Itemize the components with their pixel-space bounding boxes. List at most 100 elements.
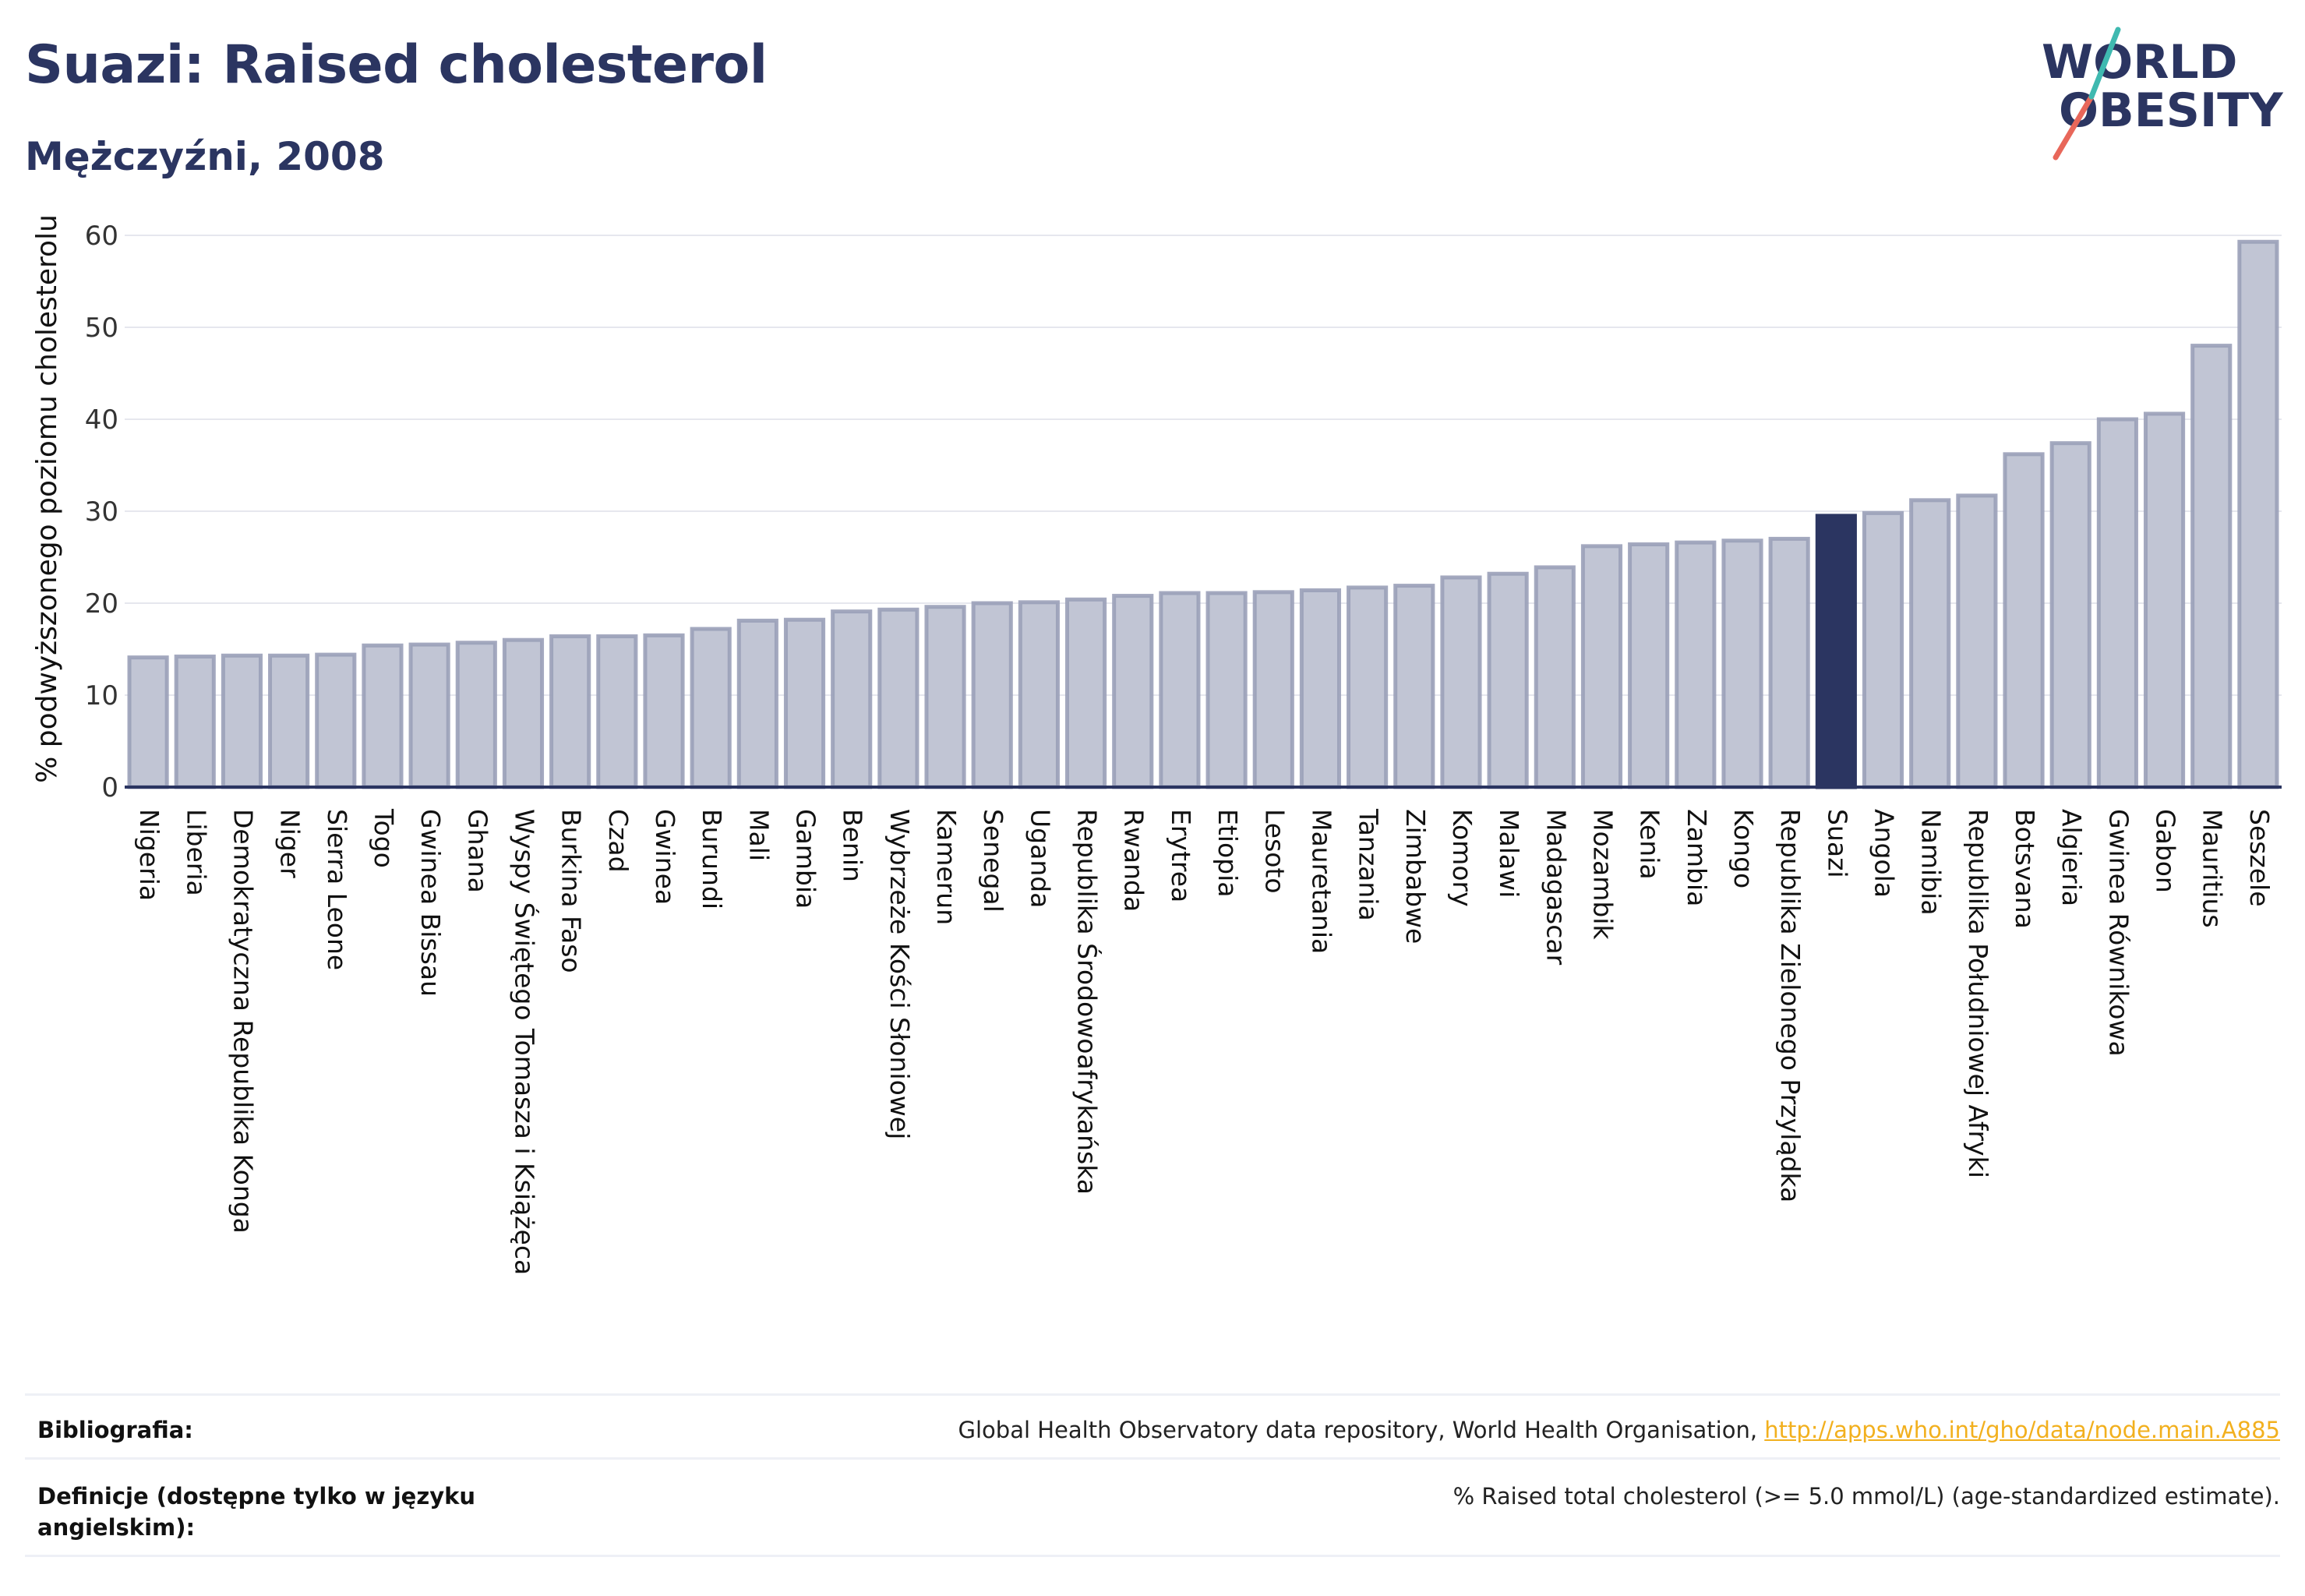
x-tick-label: Niger xyxy=(275,809,305,878)
x-tick-label: Demokratyczna Republika Konga xyxy=(228,809,258,1234)
bar xyxy=(1862,510,1904,789)
x-tick-label: Erytrea xyxy=(1166,809,1196,902)
bibliography-link[interactable]: http://apps.who.int/gho/data/node.main.A… xyxy=(1764,1417,2280,1443)
footer-divider-top xyxy=(25,1393,2280,1396)
bar xyxy=(1815,514,1857,789)
bar xyxy=(1440,575,1482,789)
x-tick-label: Gabon xyxy=(2151,809,2181,893)
x-tick-label: Algieria xyxy=(2056,809,2087,906)
bar xyxy=(971,601,1013,789)
bar xyxy=(1112,594,1154,789)
bar xyxy=(408,642,450,789)
x-tick-label: Senegal xyxy=(978,809,1008,913)
bar xyxy=(1721,538,1763,789)
bar xyxy=(783,617,826,789)
bibliography-label: Bibliografia: xyxy=(37,1417,193,1443)
definitions-value: % Raised total cholesterol (>= 5.0 mmol/… xyxy=(1453,1483,2280,1509)
bar xyxy=(362,643,404,789)
bar xyxy=(1580,544,1623,789)
x-tick-label: Ghana xyxy=(462,809,492,893)
bar xyxy=(2190,344,2233,789)
y-tick-label: 50 xyxy=(85,312,118,344)
bar xyxy=(502,637,545,789)
bar xyxy=(2096,417,2138,789)
x-tick-label: Benin xyxy=(838,809,868,882)
x-tick-label: Kamerun xyxy=(931,809,962,925)
x-tick-label: Madagascar xyxy=(1541,809,1571,966)
world-obesity-logo[interactable]: WORLD OBESITY xyxy=(2026,23,2291,164)
x-tick-label: Kongo xyxy=(1728,809,1759,888)
bar xyxy=(1956,493,1998,789)
x-tick-label: Komory xyxy=(1447,809,1477,907)
y-tick-label: 30 xyxy=(85,496,118,528)
x-tick-label: Wyspy Świętego Tomasza i Książęca xyxy=(509,809,540,1275)
logo-word-world: WORLD xyxy=(2042,35,2237,90)
bar xyxy=(315,652,357,789)
logo-slash-teal xyxy=(2088,26,2121,100)
x-tick-label: Mali xyxy=(743,809,774,861)
bar xyxy=(1909,498,1951,789)
bar xyxy=(2003,452,2045,789)
y-tick-label: 0 xyxy=(101,772,118,803)
x-tick-label: Gwinea Równikowa xyxy=(2103,809,2134,1057)
bar xyxy=(736,618,778,789)
bar xyxy=(1393,584,1435,789)
x-tick-label: Rwanda xyxy=(1119,809,1149,912)
x-tick-label: Namibia xyxy=(1916,809,1947,916)
x-tick-label: Zambia xyxy=(1682,809,1712,906)
x-tick-label: Mozambik xyxy=(1587,809,1618,940)
y-axis-label: % podwyższonego poziomu cholesterolu xyxy=(31,214,63,783)
y-tick-label: 10 xyxy=(85,680,118,711)
x-tick-label: Burundi xyxy=(697,809,727,909)
x-tick-label: Sierra Leone xyxy=(322,809,352,970)
x-tick-label: Angola xyxy=(1869,809,1900,898)
x-tick-label: Kenia xyxy=(1635,809,1665,880)
x-tick-label: Lesoto xyxy=(1259,809,1290,894)
bar xyxy=(2049,441,2091,789)
x-tick-label: Gwinea Bissau xyxy=(415,809,446,997)
bar xyxy=(596,634,638,789)
bar xyxy=(1159,591,1201,789)
footer-divider-middle xyxy=(25,1457,2280,1460)
y-tick-label: 20 xyxy=(85,588,118,620)
bibliography-text: Global Health Observatory data repositor… xyxy=(958,1417,1765,1443)
x-tick-label: Liberia xyxy=(181,809,211,896)
x-tick-label: Gwinea xyxy=(650,809,680,905)
bar xyxy=(1768,536,1810,789)
x-tick-label: Republika Zielonego Przylądka xyxy=(1775,809,1806,1202)
bar xyxy=(877,607,920,789)
x-tick-label: Togo xyxy=(369,808,399,868)
x-tick-label: Suazi xyxy=(1822,809,1852,878)
bar xyxy=(1487,571,1529,789)
bar xyxy=(1018,600,1060,789)
x-tick-label: Burkina Faso xyxy=(556,809,587,973)
logo-word-obesity: OBESITY xyxy=(2059,83,2284,138)
bar xyxy=(174,654,216,789)
x-tick-label: Mauretania xyxy=(1306,809,1336,954)
x-tick-label: Etiopia xyxy=(1213,809,1243,898)
bar xyxy=(1534,565,1576,789)
x-tick-label: Mauritius xyxy=(2197,809,2228,928)
bar xyxy=(2143,411,2186,789)
y-tick-label: 40 xyxy=(85,404,118,436)
definitions-label: Definicje (dostępne tylko w języku angie… xyxy=(37,1483,476,1541)
bar xyxy=(1299,588,1342,789)
bar xyxy=(268,653,310,789)
x-tick-label: Botsvana xyxy=(2010,809,2040,929)
bibliography-value: Global Health Observatory data repositor… xyxy=(958,1414,2280,1446)
x-tick-label: Wybrzeże Kości Słoniowej xyxy=(884,809,915,1139)
x-tick-label: Republika Środowoafrykańska xyxy=(1072,809,1103,1195)
page-title: Suazi: Raised cholesterol xyxy=(25,34,768,96)
x-tick-label: Tanzania xyxy=(1354,808,1384,921)
bar xyxy=(455,641,497,789)
bar xyxy=(2237,239,2279,789)
bar xyxy=(643,633,685,789)
chart-subtitle: Mężczyźni, 2008 xyxy=(25,134,385,179)
x-tick-label: Nigeria xyxy=(134,809,164,901)
x-tick-label: Malawi xyxy=(1494,809,1524,898)
x-tick-label: Zimbabwe xyxy=(1400,809,1431,944)
x-tick-label: Republika Południowej Afryki xyxy=(1963,809,1993,1178)
bar xyxy=(1252,590,1294,789)
bar xyxy=(1628,542,1670,789)
logo-slash-red xyxy=(2053,94,2095,161)
